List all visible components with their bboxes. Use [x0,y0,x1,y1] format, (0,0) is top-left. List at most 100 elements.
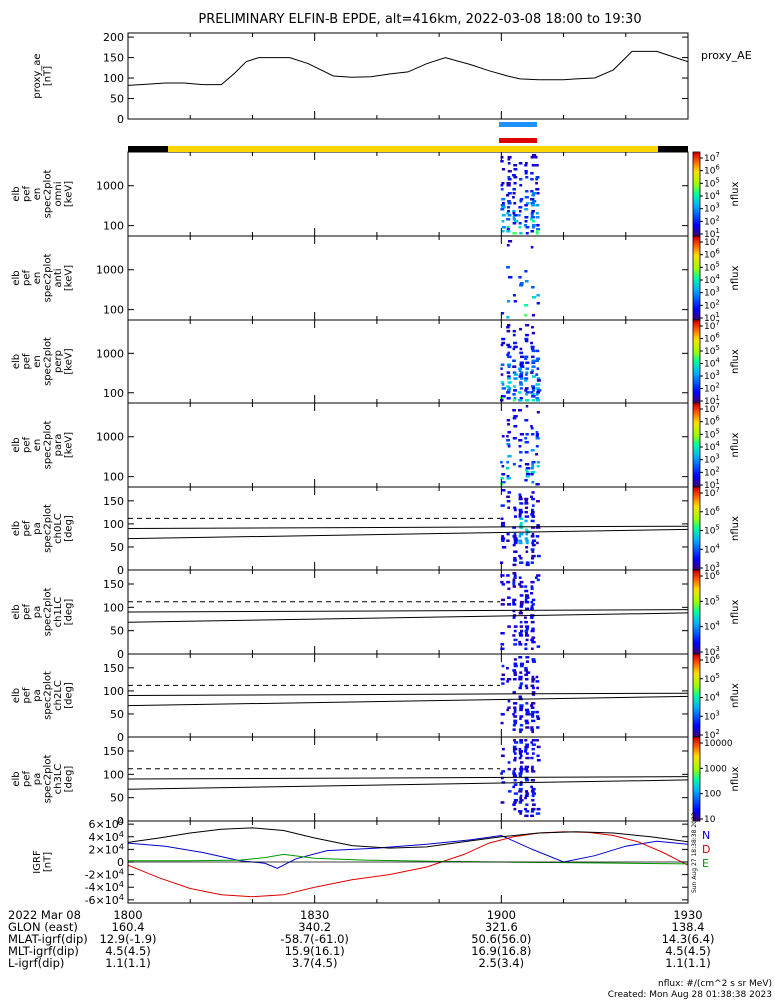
heatmap-cell [519,629,524,633]
colorbar-swatch [693,384,700,387]
heatmap-cell [519,377,524,380]
heatmap-cell [501,781,506,784]
panel-frame [127,151,689,237]
colorbar-swatch [693,380,700,383]
heatmap-cell [501,383,505,386]
heatmap-cell [525,226,530,229]
heatmap-cells [500,154,541,235]
colorbar-swatch [693,373,700,377]
side-stamp: Sun Aug 27 18:38:38 2023 [691,812,698,893]
heatmap-cell [531,647,534,651]
heatmap-cell [519,603,524,606]
heatmap-cell [501,473,506,476]
heatmap-cell [531,465,535,468]
heatmap-cell [519,373,524,376]
colorbar-swatch [693,768,700,772]
colorbar-swatch [693,210,700,214]
axis-label-line: pef [21,353,32,370]
colorbar-swatch [693,739,700,742]
heatmap-cell [531,550,535,553]
colorbar-swatch [693,438,700,442]
colorbar-swatch [693,317,700,321]
heatmap-cell [535,433,540,436]
colorbar-swatch [693,278,700,281]
colorbar-swatch [693,628,700,632]
heatmap-cell [530,585,534,588]
heatmap-cell [524,600,530,604]
heatmap-cell [506,184,511,187]
heatmap-cell [519,761,524,764]
heatmap-cell [536,717,541,720]
colorbar-swatch [693,451,700,454]
colorbar-swatch [693,720,700,723]
heatmap-cell [501,539,505,542]
heatmap-cell [512,600,515,604]
heatmap-cell [507,706,511,709]
heatmap-cell [524,204,528,207]
heatmap-cell [512,691,516,694]
colorbar-swatch [693,595,700,598]
heatmap-cell [531,794,535,798]
heatmap-cell [512,585,517,588]
colorbar-swatch [693,637,700,640]
colorbar: 107 106 105 104 103 nflux [692,486,741,574]
colorbar-swatch [693,288,700,292]
heatmap-cell [530,347,535,351]
heatmap-cell [519,232,523,235]
y-tick-label: 2×104 [89,841,124,856]
heatmap-cell [500,156,504,159]
colorbar-swatch [693,200,700,203]
heatmap-cell [512,669,517,672]
heatmap-cell [512,563,517,567]
heatmap-cell [524,389,528,392]
heatmap-cell [512,803,516,806]
colorbar-swatch [693,240,700,243]
colorbar-swatch [693,299,700,302]
colorbar-tick-label: 104 [704,189,720,202]
colorbar-swatch [693,691,700,694]
heatmap-cell [531,675,535,679]
heatmap-cell [519,459,523,462]
colorbar-swatch [693,678,700,682]
colorbar-swatch [693,342,700,346]
colorbar-tick-label: 104 [704,440,720,453]
colorbar-swatch [693,614,700,617]
colorbar-swatch [693,457,700,461]
heatmap-cell [519,282,524,285]
colorbar-swatch [693,419,700,423]
igrf-legend: NDE [702,829,710,870]
heatmap-cell [536,399,541,402]
colorbar-swatch [693,187,700,191]
colorbar-swatch [693,495,700,498]
colorbar-swatch [693,582,700,586]
heatmap-cell [530,495,533,499]
colorbar-tick-label: 103 [704,709,720,722]
heatmap-cell [519,184,523,187]
heatmap-cell [512,365,517,368]
heatmap-cell [518,445,522,448]
heatmap-cell [524,355,529,359]
colorbar-tick-label: 103 [704,453,720,466]
heatmap-cell [525,190,529,193]
heatmap-cell [524,314,528,317]
heatmap-cell [525,752,529,755]
heatmap-cell [530,427,534,430]
colorbar-tick-label: 106 [704,569,720,582]
heatmap-cell [531,463,534,466]
colorbar-tick-label: 102 [704,465,720,478]
colorbar-swatch [693,294,700,298]
heatmap-cell [513,220,519,223]
colorbar-swatch [693,160,700,163]
footer-row-label: MLT-igrf(dip) [8,944,79,958]
heatmap-cell [506,666,509,670]
y-axis: 0 50 100 150 [103,578,688,661]
heatmap-cell [518,801,523,804]
colorbar-swatch [693,307,700,310]
heatmap-cell [513,767,517,771]
heatmap-cell [512,371,517,374]
colorbar-tick-label: 101 [704,478,720,491]
colorbar-swatch [693,516,700,519]
heatmap-cell [530,391,534,394]
